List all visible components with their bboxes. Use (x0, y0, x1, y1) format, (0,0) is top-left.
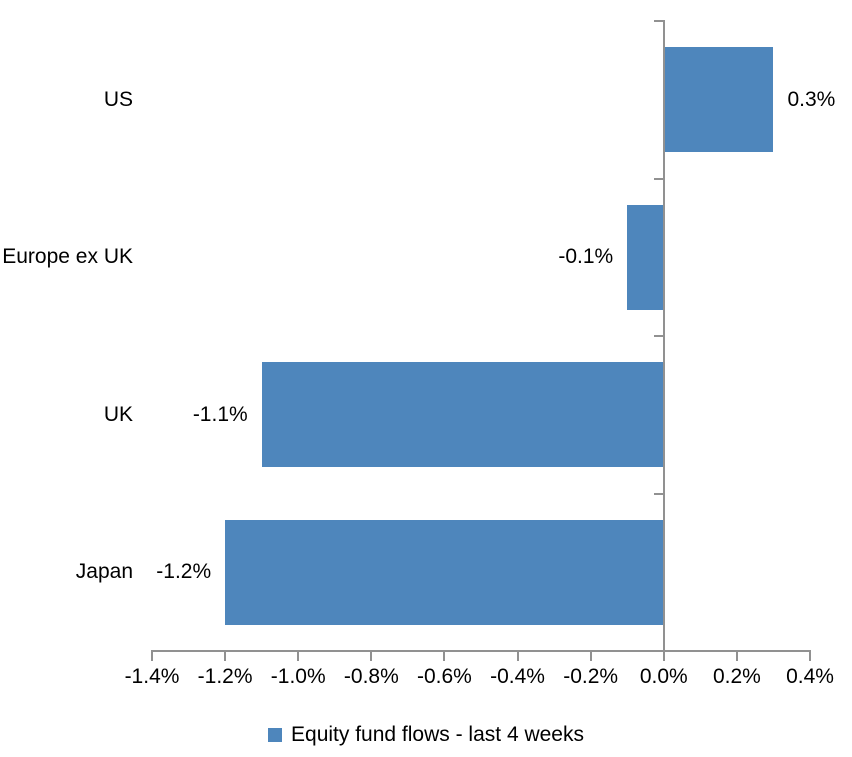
x-axis-tick-label: -1.0% (270, 665, 326, 688)
bar-japan (225, 519, 664, 625)
value-label: -1.2% (156, 560, 212, 584)
x-axis-tick (589, 651, 592, 661)
bar-uk (261, 362, 664, 468)
x-axis-tick (370, 651, 373, 661)
bar-europe-ex-uk (627, 204, 664, 310)
x-axis-tick-label: -0.8% (343, 665, 399, 688)
x-axis-tick (297, 651, 300, 661)
x-axis-tick (151, 651, 153, 661)
value-label: 0.3% (787, 87, 836, 111)
legend: Equity fund flows - last 4 weeks (0, 720, 852, 750)
category-axis-tick (653, 20, 663, 22)
x-axis-tick (735, 651, 738, 661)
category-axis-tick (653, 492, 663, 495)
category-label: Japan (75, 560, 133, 584)
x-axis-tick-label: -0.6% (417, 665, 472, 688)
x-axis-tick-label: -0.4% (490, 665, 545, 688)
legend-label: Equity fund flows - last 4 weeks (291, 723, 584, 746)
category-label: UK (103, 402, 133, 426)
category-axis-tick (653, 177, 663, 180)
x-axis-tick (809, 651, 811, 661)
value-label: -1.1% (192, 402, 248, 426)
x-axis-tick (224, 651, 227, 661)
x-axis-tick-label: -1.4% (124, 665, 180, 688)
value-label: -0.1% (558, 245, 614, 269)
x-axis-tick (662, 651, 665, 661)
bar-us (663, 47, 774, 153)
x-axis-tick-label: -0.2% (563, 665, 619, 688)
x-axis-tick-label: 0.2% (712, 665, 761, 688)
category-axis-tick (653, 335, 663, 337)
category-label: US (103, 87, 133, 111)
category-label: Europe ex UK (2, 245, 133, 269)
legend-swatch (268, 728, 283, 742)
x-axis-tick-label: -1.2% (197, 665, 253, 688)
x-axis-tick-label: 0.4% (786, 665, 834, 688)
x-axis-tick-label: 0.0% (639, 665, 688, 688)
category-axis-line (662, 20, 665, 661)
x-axis-tick (516, 651, 519, 661)
value-axis-line (151, 650, 811, 652)
x-axis-tick (443, 651, 446, 661)
